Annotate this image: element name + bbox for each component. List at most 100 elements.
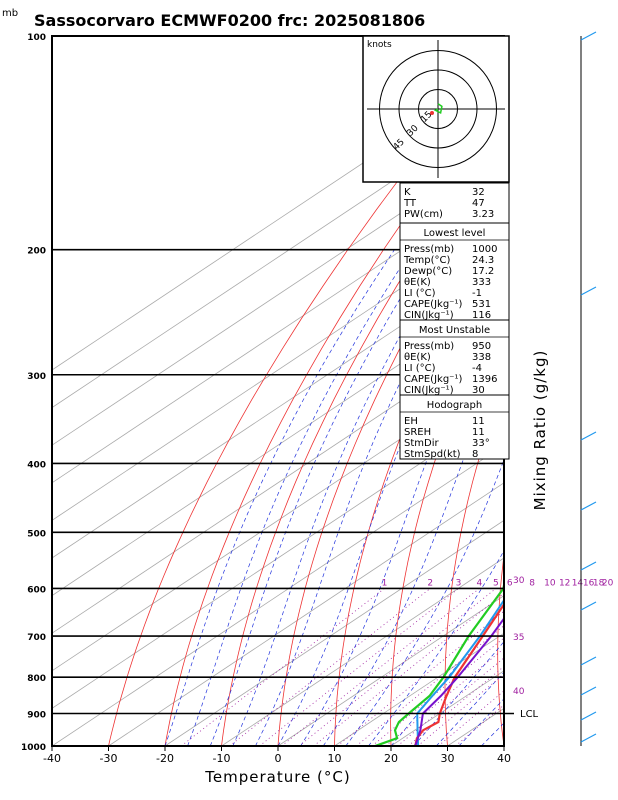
index-label: K	[404, 187, 411, 198]
lowest-level-box	[399, 222, 510, 321]
dry-adiabat-line	[221, 124, 504, 746]
lowest-level-row-value: 17.2	[472, 266, 494, 277]
dry-adiabat-line	[108, 46, 504, 746]
x-tick-label: 10	[328, 752, 342, 765]
most-unstable-row-value: -4	[472, 363, 482, 374]
most-unstable-header: Most Unstable	[419, 325, 490, 336]
mixing-ratio-label: 5	[493, 578, 499, 588]
most-unstable-row-value: 950	[472, 341, 491, 352]
mixing-ratio-label: 16	[583, 578, 595, 588]
mixing-ratio-label: 20	[602, 578, 614, 588]
isotherm-line	[52, 181, 504, 484]
mixing-ratio-label: 10	[544, 578, 556, 588]
moist-adiabat-line	[322, 354, 504, 746]
x-tick-label: 20	[384, 752, 398, 765]
x-axis-label: Temperature (°C)	[204, 768, 350, 786]
lowest-level-row-label: θE(K)	[404, 277, 431, 288]
lowest-level-row-label: CIN(Jkg⁻¹)	[404, 310, 454, 321]
pressure-unit: mb	[2, 8, 18, 19]
pressure-tick-label: 300	[27, 372, 46, 382]
theta-e-label: 40	[513, 687, 525, 697]
pressure-tick-label: 1000	[21, 743, 46, 753]
index-value: 32	[472, 187, 485, 198]
pressure-tick-label: 700	[27, 633, 46, 643]
most-unstable-box	[399, 319, 510, 396]
mixing-ratio-label: 6	[507, 578, 513, 588]
hodograph-stats-row-label: SREH	[404, 427, 431, 438]
dry-adiabat-line	[444, 381, 504, 746]
pressure-tick-label: 500	[27, 529, 46, 539]
wind-barb	[580, 711, 597, 721]
virtual-temperature-line	[416, 598, 504, 746]
mixing-ratio-label: 12	[559, 578, 570, 588]
wind-barb	[580, 686, 597, 696]
mixing-ratio-label: 4	[476, 578, 482, 588]
hodograph-stats-row-value: 33°	[472, 438, 490, 449]
most-unstable-row-label: θE(K)	[404, 352, 431, 363]
mixing-ratio-label: 8	[529, 578, 535, 588]
index-label: PW(cm)	[404, 209, 443, 220]
mixing-ratio-label: 3	[456, 578, 462, 588]
lowest-level-row-value: 116	[472, 310, 491, 321]
isotherm-line	[221, 557, 504, 746]
mixing-ratio-line	[281, 588, 480, 746]
x-tick-label: -40	[43, 752, 61, 765]
x-tick-label: -10	[213, 752, 231, 765]
hodograph-trace	[433, 103, 443, 115]
lowest-level-row-label: CAPE(Jkg⁻¹)	[404, 299, 462, 310]
lowest-level-row-label: LI (°C)	[404, 288, 436, 299]
hodograph-storm-motion	[430, 111, 434, 115]
pressure-tick-label: 400	[27, 460, 46, 470]
chart-title: Sassocorvaro ECMWF0200 frc: 2025081806	[34, 11, 425, 30]
dewpoint-line	[374, 462, 504, 746]
most-unstable-row-label: Press(mb)	[404, 341, 454, 352]
lowest-level-row-value: 333	[472, 277, 491, 288]
hodograph-stats-row-value: 8	[472, 449, 478, 460]
wind-barb	[580, 31, 597, 41]
mixing-ratio-label: 18	[593, 578, 605, 588]
theta-e-label: 30	[513, 576, 525, 586]
isotherm-line	[108, 482, 504, 746]
x-tick-label: 0	[275, 752, 282, 765]
mixing-ratio-label: 2	[427, 578, 433, 588]
lowest-level-row-label: Dewp(°C)	[404, 266, 452, 277]
mixing-ratio-label: 1	[382, 578, 388, 588]
index-label: TT	[403, 198, 417, 209]
most-unstable-row-label: CIN(Jkg⁻¹)	[404, 385, 454, 396]
hodograph-stats-row-value: 11	[472, 427, 485, 438]
lowest-level-row-value: 24.3	[472, 255, 494, 266]
mixing-ratio-line	[298, 588, 497, 746]
x-tick-label: 30	[441, 752, 455, 765]
mixing-ratio-axis-label: Mixing Ratio (g/kg)	[531, 350, 549, 511]
wind-barb	[580, 431, 597, 441]
pressure-tick-label: 100	[27, 33, 46, 43]
wind-barb	[580, 501, 597, 511]
moist-adiabat-line	[164, 249, 395, 746]
pressure-tick-label: 600	[27, 585, 46, 595]
hodograph-unit-label: knots	[367, 40, 392, 50]
index-value: 47	[472, 198, 485, 209]
pressure-tick-label: 900	[27, 711, 46, 721]
mixing-ratio-line	[455, 704, 504, 746]
isotherm-line	[52, 407, 504, 709]
lowest-level-row-value: -1	[472, 288, 482, 299]
pressure-tick-label: 200	[27, 247, 46, 257]
hodograph-stats-header: Hodograph	[427, 400, 482, 411]
lowest-level-row-label: Temp(°C)	[403, 255, 451, 266]
lowest-level-row-value: 1000	[472, 244, 497, 255]
x-tick-label: 40	[497, 752, 511, 765]
dry-adiabat-line	[164, 83, 504, 746]
most-unstable-row-value: 30	[472, 385, 485, 396]
lowest-level-row-label: Press(mb)	[404, 244, 454, 255]
wind-barb	[580, 286, 597, 296]
temperature-line	[414, 602, 504, 746]
wind-barb	[580, 733, 597, 743]
mixing-ratio-label: 14	[572, 578, 584, 588]
hodograph-stats-row-value: 11	[472, 416, 485, 427]
theta-e-label: 35	[513, 633, 524, 643]
x-tick-label: -20	[156, 752, 174, 765]
lowest-level-header: Lowest level	[424, 228, 486, 239]
hodograph-stats-row-label: EH	[404, 416, 418, 427]
x-tick-label: -30	[100, 752, 118, 765]
